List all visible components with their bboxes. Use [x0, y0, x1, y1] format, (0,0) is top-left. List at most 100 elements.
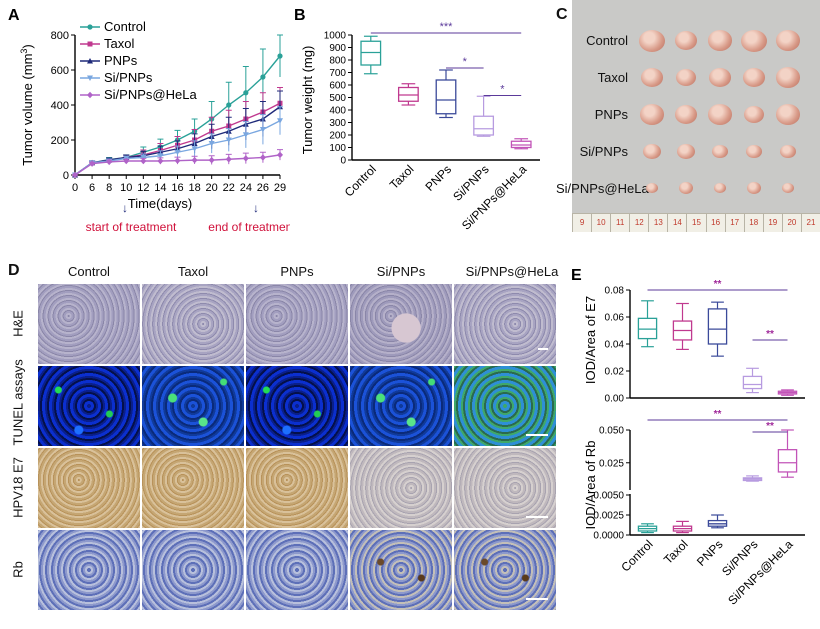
ruler-mark: 16: [705, 214, 725, 232]
panel-e-bottom-ylabel: IOD/Area of Rb: [583, 441, 598, 530]
a-point: [87, 91, 93, 99]
scale-bar: [526, 434, 548, 436]
b-ytick-label: 500: [329, 93, 346, 104]
e-top-ytick-label: 0.06: [605, 313, 625, 324]
e-sig-label: **: [766, 421, 774, 432]
panel-label-d: D: [8, 262, 20, 279]
box-body: [473, 115, 495, 136]
a-xtick-label: 8: [106, 182, 112, 194]
a-point: [242, 155, 249, 162]
category-label: Si/PNPs@HeLa: [459, 162, 530, 233]
micrograph-cell: [350, 366, 452, 446]
ruler: 9 10 11 12 13 14 15 16 17 18 19 20 21: [572, 213, 820, 232]
a-point: [89, 160, 96, 167]
b-ytick-label: 400: [329, 106, 346, 117]
micrograph-cell: [142, 530, 244, 610]
photo-row-label: PNPs: [594, 107, 628, 122]
tumor-sample: [675, 105, 697, 124]
tumor-sample: [675, 31, 697, 50]
micro-row-label: TUNEL assays: [10, 359, 26, 446]
micro-column-label: Control: [68, 264, 110, 279]
a-point: [277, 118, 283, 124]
tumor-sample: [641, 68, 663, 87]
a-point: [260, 74, 266, 80]
e-bot-ytick-label: 0.025: [599, 458, 624, 469]
photo-row-label: Si/PNPs: [579, 144, 628, 159]
a-legend-label: PNPs: [104, 53, 138, 68]
micrograph-cell: [246, 366, 348, 446]
a-point: [208, 141, 215, 147]
a-point: [259, 127, 266, 133]
a-point: [191, 156, 198, 164]
a-point: [225, 156, 232, 163]
micro-row-label: H&E: [10, 310, 26, 337]
a-ytick-label: 400: [51, 100, 69, 112]
a-point: [226, 102, 232, 108]
tumor-sample: [746, 144, 762, 159]
a-point: [242, 132, 249, 138]
micro-column-label: Si/PNPs@HeLa: [465, 264, 559, 279]
tumor-sample: [708, 30, 732, 51]
a-point: [174, 157, 181, 164]
box-body: [637, 317, 658, 340]
micrograph-cell: [454, 366, 556, 446]
b-ytick-label: 600: [329, 81, 346, 92]
micrograph-cell: [38, 530, 140, 610]
a-legend-label: Taxol: [104, 36, 134, 51]
a-point: [174, 149, 181, 156]
category-label: Si/PNPs@HeLa: [725, 537, 796, 608]
a-xtick-label: 22: [223, 182, 235, 194]
a-ytick-label: 600: [51, 65, 69, 77]
e-top-ytick-label: 0.00: [605, 394, 625, 405]
micrograph-cell: [350, 448, 452, 528]
box-PNPs: [707, 514, 728, 529]
a-point: [123, 157, 130, 165]
box-Control: [637, 523, 658, 534]
b-ytick-label: 0: [340, 156, 346, 167]
box-Si/PNPs@HeLa: [777, 389, 798, 396]
ruler-mark: 20: [781, 214, 801, 232]
micrograph-cell: [142, 448, 244, 528]
micrograph-cell: [454, 448, 556, 528]
end-treatment-arrow: ↓: [253, 201, 259, 215]
category-label: PNPs: [423, 162, 455, 194]
e-axis-break: [627, 490, 633, 494]
scale-bar: [526, 516, 548, 518]
a-xtick-label: 12: [137, 182, 149, 194]
panel-b-ylabel: Tumor weight (mg): [300, 46, 315, 155]
box-Control: [637, 300, 658, 348]
micrograph-cell: [142, 366, 244, 446]
photo-row-label: Taxol: [597, 70, 628, 85]
box-Taxol: [397, 83, 419, 106]
micrograph-cell: [350, 530, 452, 610]
micro-row-label: HPV18 E7: [10, 457, 26, 518]
a-xtick-label: 29: [274, 182, 286, 194]
ruler-mark: 13: [648, 214, 667, 232]
box-Si/PNPs@HeLa: [510, 138, 532, 150]
b-ytick-label: 800: [329, 56, 346, 67]
box-Control: [360, 35, 382, 75]
tumor-sample: [741, 29, 767, 52]
panel-label-b: B: [294, 7, 306, 24]
a-point: [140, 157, 147, 165]
a-point: [106, 158, 113, 166]
b-ytick-label: 300: [329, 118, 346, 129]
a-point: [157, 153, 164, 159]
b-ytick-label: 700: [329, 68, 346, 79]
b-ytick-label: 200: [329, 131, 346, 142]
a-point: [87, 75, 93, 81]
box-Taxol: [672, 520, 693, 534]
category-label: Control: [618, 537, 655, 574]
e-sig-label: **: [714, 409, 722, 420]
ruler-mark: 21: [800, 214, 820, 232]
tumor-sample: [640, 104, 664, 125]
ruler-mark: 10: [591, 214, 610, 232]
a-legend-label: Si/PNPs@HeLa: [104, 87, 197, 102]
a-ytick-label: 0: [63, 170, 69, 182]
a-xtick-label: 6: [89, 182, 95, 194]
b-ytick-label: 1000: [324, 31, 347, 42]
micro-column-label: Si/PNPs: [376, 264, 426, 279]
a-xtick-label: 10: [120, 182, 132, 194]
a-xtick-label: 24: [240, 182, 252, 194]
